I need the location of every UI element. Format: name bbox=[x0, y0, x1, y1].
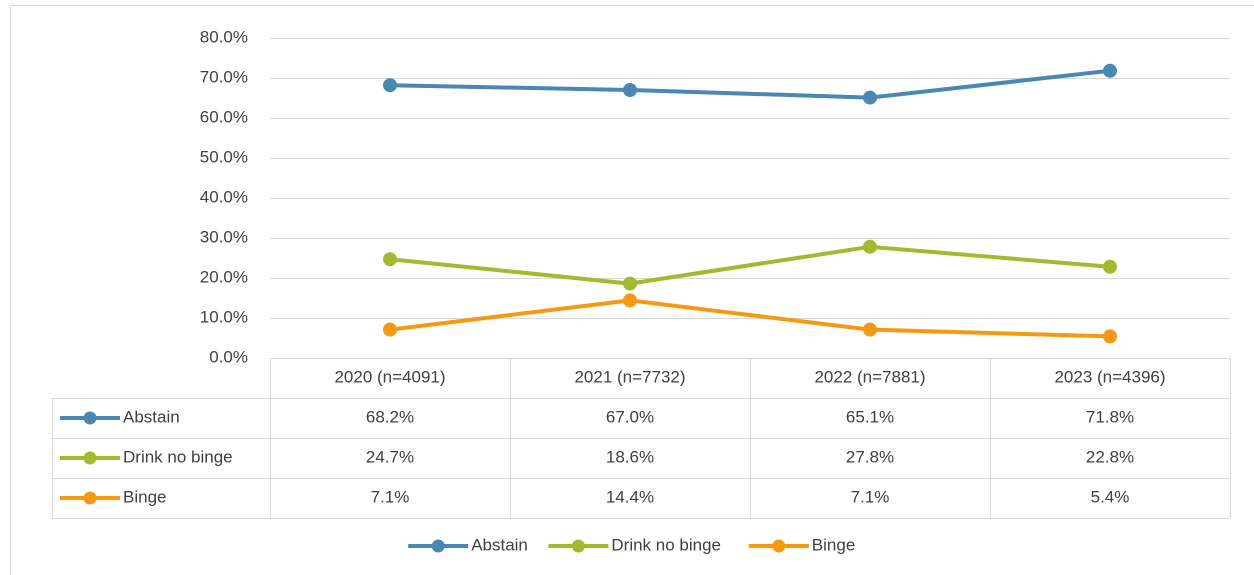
legend-key bbox=[83, 491, 97, 505]
y-tick-label: 40.0% bbox=[200, 187, 248, 206]
legend-key bbox=[772, 539, 786, 553]
data-point bbox=[623, 276, 637, 291]
legend-key bbox=[83, 411, 97, 425]
table-series-name: Drink no binge bbox=[123, 447, 233, 466]
data-point bbox=[623, 83, 637, 97]
table-value: 67.0% bbox=[606, 407, 654, 426]
x-tick-label: 2022 (n=7881) bbox=[814, 367, 925, 386]
data-point bbox=[1103, 329, 1117, 344]
table-value: 27.8% bbox=[846, 447, 894, 466]
data-point bbox=[383, 78, 397, 93]
data-point bbox=[383, 252, 397, 267]
table-value: 24.7% bbox=[366, 447, 414, 466]
y-tick-label: 30.0% bbox=[200, 227, 248, 246]
data-point bbox=[1103, 63, 1117, 78]
series-line bbox=[389, 244, 1111, 286]
legend-label: Abstain bbox=[471, 535, 528, 554]
table-value: 18.6% bbox=[606, 447, 654, 466]
y-tick-label: 50.0% bbox=[200, 147, 248, 166]
table-value: 5.4% bbox=[1091, 487, 1130, 506]
x-tick-label: 2020 (n=4091) bbox=[334, 367, 445, 386]
y-tick-label: 80.0% bbox=[200, 27, 248, 46]
legend-label: Binge bbox=[812, 535, 855, 554]
y-tick-label: 10.0% bbox=[200, 307, 248, 326]
legend-key bbox=[431, 539, 445, 553]
table-value: 7.1% bbox=[851, 487, 890, 506]
legend-key bbox=[83, 451, 97, 465]
y-tick-label: 60.0% bbox=[200, 107, 248, 126]
data-point bbox=[863, 90, 877, 105]
data-point bbox=[863, 239, 877, 254]
legend-key bbox=[571, 539, 585, 553]
x-tick-label: 2021 (n=7732) bbox=[574, 367, 685, 386]
table-value: 68.2% bbox=[366, 407, 414, 426]
table-series-name: Binge bbox=[123, 487, 166, 506]
x-tick-label: 2023 (n=4396) bbox=[1054, 367, 1165, 386]
data-point bbox=[863, 322, 877, 337]
table-value: 71.8% bbox=[1086, 407, 1134, 426]
y-tick-label: 70.0% bbox=[200, 67, 248, 86]
series-line bbox=[389, 298, 1111, 339]
y-tick-label: 20.0% bbox=[200, 267, 248, 286]
table-value: 7.1% bbox=[371, 487, 410, 506]
series-line bbox=[389, 68, 1111, 100]
table-value: 22.8% bbox=[1086, 447, 1134, 466]
table-series-name: Abstain bbox=[123, 407, 180, 426]
legend-label: Drink no binge bbox=[611, 535, 721, 554]
data-point bbox=[623, 293, 637, 308]
data-point bbox=[383, 322, 397, 337]
y-tick-label: 0.0% bbox=[209, 347, 248, 366]
table-value: 14.4% bbox=[606, 487, 654, 506]
table-value: 65.1% bbox=[846, 407, 894, 426]
data-point bbox=[1103, 259, 1117, 274]
